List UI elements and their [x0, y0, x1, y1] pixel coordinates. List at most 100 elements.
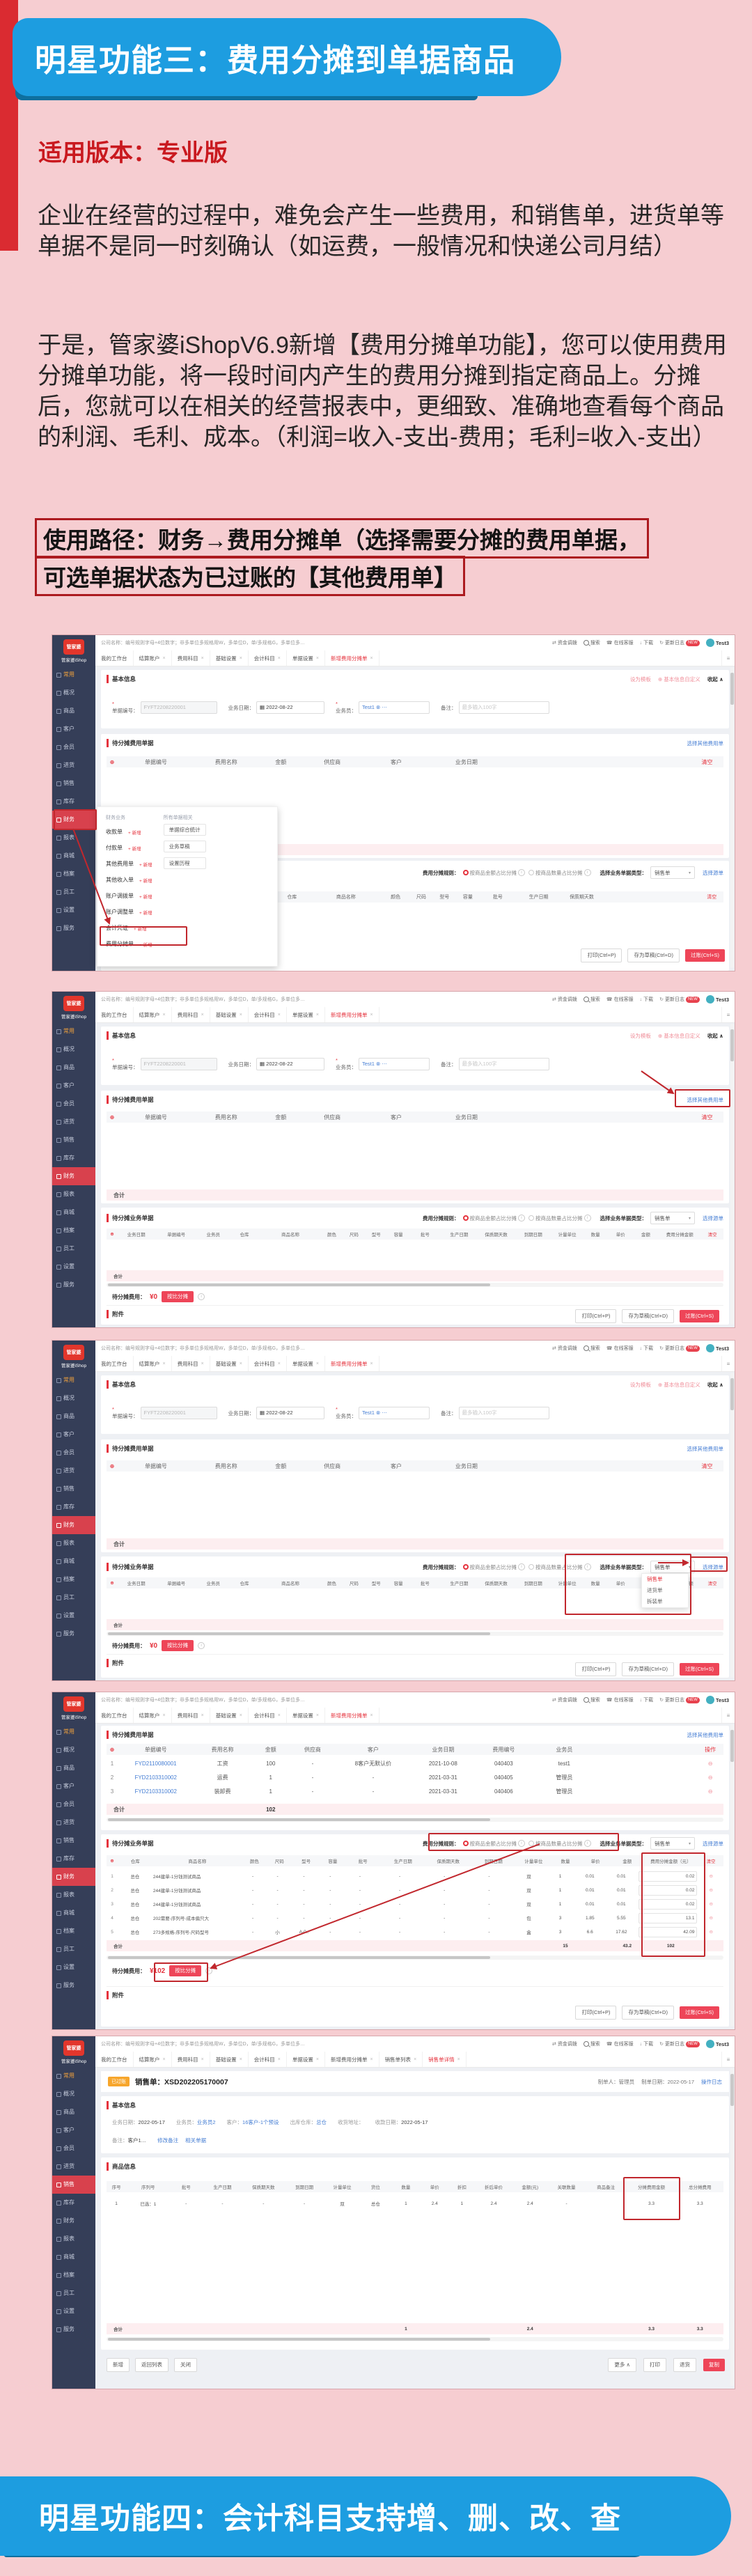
sidebar-item-服务[interactable]: 服务	[52, 1625, 95, 1643]
sidebar-item-档案[interactable]: 档案	[52, 1922, 95, 1940]
doctype-select[interactable]: 销售单 ▾	[650, 1561, 695, 1573]
sidebar-item-档案[interactable]: 档案	[52, 2266, 95, 2284]
add-link[interactable]: + 新增	[139, 878, 152, 884]
rule-by-qty-radio[interactable]: 按商品数量占比分摊 i	[528, 869, 591, 877]
add-link[interactable]: + 新增	[128, 846, 141, 852]
topbar-user[interactable]: Test3	[705, 639, 729, 647]
tab-会计科目[interactable]: 会计科目 ×	[249, 650, 287, 666]
sidebar-item-进货[interactable]: 进货	[52, 1113, 95, 1131]
sidebar-item-商城[interactable]: 商城	[52, 1552, 95, 1570]
topbar-download[interactable]: ↓ 下载	[640, 639, 654, 646]
h-scrollbar[interactable]	[107, 2337, 723, 2341]
sidebar-item-库存[interactable]: 库存	[52, 793, 95, 811]
close-icon[interactable]: ×	[457, 2056, 460, 2062]
menu-item-业务草稿[interactable]: 业务草稿	[163, 841, 206, 852]
tab-费用科目[interactable]: 费用科目 ×	[172, 1356, 210, 1371]
sidebar-item-报表[interactable]: 报表	[52, 829, 95, 847]
menu-item-其他收入单[interactable]: 其他收入单 + 新增	[106, 872, 152, 888]
close-icon[interactable]: ×	[162, 1712, 166, 1718]
choose-fee-link[interactable]: 选择其他费用单	[687, 1445, 724, 1452]
close-icon[interactable]: ×	[201, 2056, 204, 2062]
choose-source-link[interactable]: 选择源单	[703, 1215, 723, 1221]
sidebar-item-设置[interactable]: 设置	[52, 2302, 95, 2320]
sidebar-item-销售[interactable]: 销售	[52, 774, 95, 793]
close-icon[interactable]: ×	[162, 655, 166, 661]
menu-item-其他费用单[interactable]: 其他费用单 + 新增	[106, 856, 152, 872]
topbar-funds-transfer[interactable]: ⇄ 资金调拨	[552, 2040, 577, 2047]
shot-scrollbar[interactable]	[730, 667, 734, 968]
topbar-download[interactable]: ↓ 下载	[640, 1345, 654, 1352]
doc-no-input[interactable]: FYFT2208220001	[140, 701, 217, 714]
sidebar-item-商城[interactable]: 商城	[52, 1904, 95, 1922]
doctype-select[interactable]: 销售单 ▾	[650, 1212, 695, 1224]
sidebar-item-服务[interactable]: 服务	[52, 1276, 95, 1294]
field-value[interactable]: 业务员2	[196, 2119, 216, 2125]
h-scrollbar-thumb[interactable]	[108, 1956, 491, 1959]
rule-by-qty-radio[interactable]: 按商品数量占比分摊 i	[528, 1215, 591, 1222]
sidebar-item-常用[interactable]: 常用	[52, 1022, 95, 1040]
close-icon[interactable]: ×	[370, 655, 373, 661]
col-action[interactable]: 清空	[707, 895, 717, 900]
rule-by-qty-radio[interactable]: 按商品数量占比分摊 i	[528, 1563, 591, 1571]
tab-单据设置[interactable]: 单据设置 ×	[287, 1356, 325, 1371]
more-button[interactable]: 更多 ∧	[608, 2358, 636, 2372]
close-icon[interactable]: ×	[277, 655, 281, 661]
close-icon[interactable]: ×	[201, 1012, 204, 1017]
sidebar-item-会员[interactable]: 会员	[52, 738, 95, 756]
choose-source-link[interactable]: 选择源单	[703, 1840, 723, 1847]
dropdown-option-销售单[interactable]: 销售单	[647, 1576, 663, 1582]
doctype-select[interactable]: 销售单 ▾	[650, 866, 695, 879]
close-icon[interactable]: ×	[370, 1712, 373, 1718]
collapse-link[interactable]: 收起 ∧	[707, 676, 723, 682]
delete-row-icon[interactable]: ⊖	[709, 1930, 713, 1935]
sidebar-item-员工[interactable]: 员工	[52, 1940, 95, 1958]
sidebar-item-财务[interactable]: 财务	[52, 1868, 95, 1886]
sidebar-item-设置[interactable]: 设置	[52, 1258, 95, 1276]
topbar-search[interactable]: 搜索	[583, 639, 600, 646]
add-row-icon[interactable]: ⊕	[109, 1114, 115, 1121]
sidebar-item-概况[interactable]: 概况	[52, 684, 95, 702]
draft-button[interactable]: 存为草稿(Ctrl+D)	[622, 1662, 674, 1676]
col-action[interactable]: 操作	[705, 1746, 716, 1753]
sidebar-item-报表[interactable]: 报表	[52, 1185, 95, 1203]
close-icon[interactable]: ×	[162, 2056, 166, 2062]
custom-fields-link[interactable]: ⊕ 基本信息自定义	[657, 676, 700, 682]
tab-新增费用分摊单[interactable]: 新增费用分摊单 ×	[325, 1007, 379, 1022]
biz-date-input[interactable]: ▦ 2022-08-22	[256, 1058, 324, 1070]
h-scrollbar-thumb[interactable]	[108, 1818, 491, 1821]
tab-结算账户[interactable]: 结算账户 ×	[134, 1007, 172, 1022]
close-icon[interactable]: ×	[239, 1361, 242, 1366]
tab-新增费用分摊单[interactable]: 新增费用分摊单 ×	[325, 1708, 379, 1723]
menu-item-账户调整单[interactable]: 账户调整单 + 新增	[106, 904, 152, 920]
choose-fee-link[interactable]: 选择其他费用单	[687, 1096, 724, 1103]
remark-link-相关单据[interactable]: 相关单据	[185, 2137, 207, 2144]
doctype-select[interactable]: 销售单 ▾	[650, 1837, 695, 1850]
tab-基础设置[interactable]: 基础设置 ×	[210, 1356, 249, 1371]
sidebar-item-库存[interactable]: 库存	[52, 1149, 95, 1167]
allocate-button[interactable]: 按比分摊	[162, 1291, 194, 1302]
remark-input[interactable]: 最多输入100字	[458, 1058, 549, 1070]
biz-date-input[interactable]: ▦ 2022-08-22	[256, 701, 324, 714]
col-action[interactable]: 清空	[706, 1859, 716, 1864]
sidebar-item-设置[interactable]: 设置	[52, 1958, 95, 1976]
tab-会计科目[interactable]: 会计科目 ×	[249, 2052, 287, 2067]
close-icon[interactable]: ×	[277, 1361, 281, 1366]
dropdown-option-进货单[interactable]: 进货单	[647, 1587, 663, 1593]
rule-by-amount-radio[interactable]: 按商品金额占比分摊 i	[462, 869, 525, 877]
menu-item-单据综合统计[interactable]: 单据综合统计	[163, 824, 206, 836]
sidebar-item-商品[interactable]: 商品	[52, 1059, 95, 1077]
toolbar-关闭[interactable]: 关闭	[174, 2358, 197, 2372]
sidebar-item-概况[interactable]: 概况	[52, 2085, 95, 2103]
remark-input[interactable]: 最多输入100字	[458, 701, 549, 714]
tab-新增费用分摊单[interactable]: 新增费用分摊单 ×	[325, 2052, 379, 2067]
tab-基础设置[interactable]: 基础设置 ×	[210, 1708, 249, 1723]
add-link[interactable]: + 新增	[139, 942, 152, 948]
choose-fee-link[interactable]: 选择其他费用单	[687, 740, 724, 747]
tab-我的工作台[interactable]: 我的工作台	[95, 1708, 134, 1723]
close-icon[interactable]: ×	[201, 1361, 204, 1366]
topbar-search[interactable]: 搜索	[583, 1345, 600, 1352]
salesman-input[interactable]: Test1 ⊗ ⋯	[359, 1058, 430, 1070]
sidebar-item-销售[interactable]: 销售	[52, 1832, 95, 1850]
delete-row-icon[interactable]: ⊖	[707, 1760, 713, 1767]
close-icon[interactable]: ×	[239, 1712, 242, 1718]
